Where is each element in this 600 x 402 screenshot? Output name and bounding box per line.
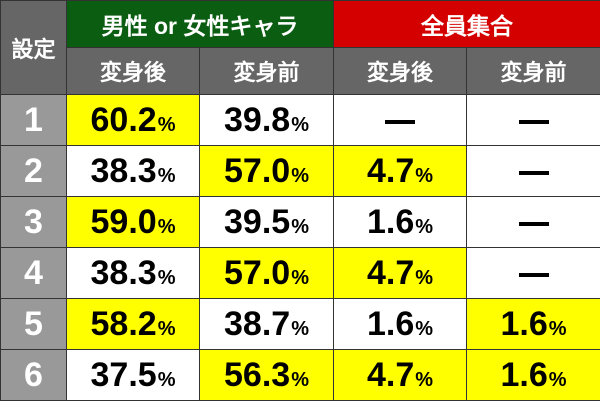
percent-unit: % <box>157 266 176 289</box>
subheader-after: 変身後 <box>333 47 467 95</box>
group-header-all-members: 全員集合 <box>333 0 600 48</box>
setting-header: 設定 <box>0 0 67 95</box>
percent-unit: % <box>291 113 309 136</box>
value-cell: 60.2% <box>66 94 200 146</box>
percent-unit: % <box>415 266 434 289</box>
value-cell: 4.7% <box>333 145 467 197</box>
value-cell <box>466 247 600 299</box>
value-cell <box>466 196 600 248</box>
value: 1.6 <box>500 304 548 343</box>
value: 57.0 <box>224 151 291 190</box>
percent-unit: % <box>415 317 434 340</box>
value-cell: 1.6% <box>333 298 467 350</box>
value: 38.7 <box>224 304 291 343</box>
percent-unit: % <box>415 164 434 187</box>
value-cell: 37.5% <box>66 349 200 401</box>
setting-number: 6 <box>0 349 67 401</box>
subheader-after: 変身後 <box>66 47 200 95</box>
percent-unit: % <box>291 368 309 391</box>
value: 39.8 <box>224 100 291 139</box>
setting-number: 3 <box>0 196 67 248</box>
percent-unit: % <box>548 368 567 391</box>
value: 38.3 <box>90 151 157 190</box>
dash-icon <box>518 221 549 226</box>
subheader-before: 変身前 <box>199 47 334 95</box>
value-cell: 57.0% <box>199 145 334 197</box>
value-cell: 39.8% <box>199 94 334 146</box>
value: 4.7 <box>366 253 415 292</box>
value: 57.0 <box>224 253 291 292</box>
value-cell <box>466 145 600 197</box>
value-cell <box>466 94 600 146</box>
value: 1.6 <box>366 202 415 241</box>
percent-unit: % <box>157 317 176 340</box>
subheader-before: 変身前 <box>466 47 600 95</box>
value-cell: 4.7% <box>333 349 467 401</box>
value: 4.7 <box>366 151 415 190</box>
value: 58.2 <box>90 304 157 343</box>
percent-unit: % <box>548 317 567 340</box>
percent-unit: % <box>157 368 176 391</box>
value: 4.7 <box>366 355 415 394</box>
table-body: 1 60.2% 39.8% 2 38.3% 57.0% 4.7% 3 59.0% 39.5% 1.6… <box>0 94 600 401</box>
percent-unit: % <box>157 113 176 136</box>
percent-unit: % <box>157 215 176 238</box>
value-cell: 59.0% <box>66 196 200 248</box>
setting-number: 2 <box>0 145 67 197</box>
value-cell: 38.3% <box>66 145 200 197</box>
value-cell: 39.5% <box>199 196 334 248</box>
dash-icon <box>385 119 415 124</box>
table-row: 2 38.3% 57.0% 4.7% <box>0 145 600 197</box>
value: 38.3 <box>90 253 157 292</box>
percent-unit: % <box>291 317 309 340</box>
dash-icon <box>518 119 549 124</box>
value: 59.0 <box>90 202 157 241</box>
value-cell: 58.2% <box>66 298 200 350</box>
value-cell <box>333 94 467 146</box>
table-row: 3 59.0% 39.5% 1.6% <box>0 196 600 248</box>
value-cell: 4.7% <box>333 247 467 299</box>
percent-unit: % <box>291 164 309 187</box>
value-cell: 56.3% <box>199 349 334 401</box>
value: 1.6 <box>500 355 548 394</box>
value-cell: 57.0% <box>199 247 334 299</box>
percent-unit: % <box>157 164 176 187</box>
setting-number: 4 <box>0 247 67 299</box>
value: 60.2 <box>90 100 157 139</box>
table-row: 5 58.2% 38.7% 1.6% 1.6% <box>0 298 600 350</box>
dash-icon <box>518 170 549 175</box>
value: 37.5 <box>90 355 157 394</box>
percent-unit: % <box>415 215 434 238</box>
dash-icon <box>518 272 549 277</box>
value-cell: 1.6% <box>466 298 600 350</box>
percent-unit: % <box>415 368 434 391</box>
value-cell: 38.7% <box>199 298 334 350</box>
value-cell: 1.6% <box>333 196 467 248</box>
value-cell: 1.6% <box>466 349 600 401</box>
setting-number: 1 <box>0 94 67 146</box>
table-row: 6 37.5% 56.3% 4.7% 1.6% <box>0 349 600 401</box>
percent-unit: % <box>291 215 309 238</box>
value: 39.5 <box>224 202 291 241</box>
table-row: 1 60.2% 39.8% <box>0 94 600 146</box>
group-header-male-female: 男性 or 女性キャラ <box>66 0 334 48</box>
setting-number: 5 <box>0 298 67 350</box>
value: 56.3 <box>224 355 291 394</box>
value: 1.6 <box>366 304 415 343</box>
value-cell: 38.3% <box>66 247 200 299</box>
percent-unit: % <box>291 266 309 289</box>
table-row: 4 38.3% 57.0% 4.7% <box>0 247 600 299</box>
